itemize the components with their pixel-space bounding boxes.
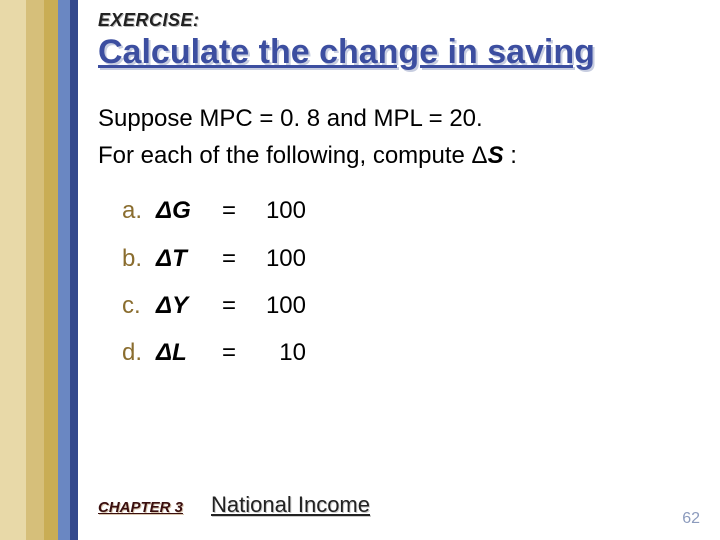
var-letter: G xyxy=(172,197,191,224)
var-letter: L xyxy=(172,339,187,366)
footer: CHAPTER 3 National Income xyxy=(98,492,700,518)
exercise-label: EXERCISE: xyxy=(98,10,700,31)
slide-title: Calculate the change in saving xyxy=(98,33,700,72)
item-eq: = xyxy=(222,334,246,371)
item-letter: d. xyxy=(122,334,156,371)
page-number: 62 xyxy=(682,510,700,528)
stripe-5 xyxy=(70,0,78,540)
items-list: a. ΔG = 100 b. ΔT = 100 c. ΔY = 100 d. Δ… xyxy=(122,192,690,371)
item-letter: b. xyxy=(122,240,156,277)
compute-suffix: : xyxy=(504,142,517,169)
item-value: 10 xyxy=(246,334,306,371)
delta-icon: Δ xyxy=(156,339,172,366)
item-var: ΔT xyxy=(156,240,222,277)
delta-symbol: Δ xyxy=(472,142,488,169)
var-s: S xyxy=(488,142,504,169)
item-row: b. ΔT = 100 xyxy=(122,240,690,277)
item-value: 100 xyxy=(246,192,306,229)
suppose-line: Suppose MPC = 0. 8 and MPL = 20. xyxy=(98,100,690,137)
item-row: a. ΔG = 100 xyxy=(122,192,690,229)
item-value: 100 xyxy=(246,240,306,277)
item-row: c. ΔY = 100 xyxy=(122,287,690,324)
delta-icon: Δ xyxy=(156,292,172,319)
chapter-label: CHAPTER 3 xyxy=(98,499,183,516)
stripe-3 xyxy=(44,0,58,540)
item-var: ΔL xyxy=(156,334,222,371)
stripe-2 xyxy=(26,0,44,540)
delta-icon: Δ xyxy=(156,245,172,272)
body-text: Suppose MPC = 0. 8 and MPL = 20. For eac… xyxy=(98,100,690,381)
stripe-4 xyxy=(58,0,70,540)
compute-prefix: For each of the following, compute xyxy=(98,142,472,169)
item-row: d. ΔL = 10 xyxy=(122,334,690,371)
item-eq: = xyxy=(222,287,246,324)
item-eq: = xyxy=(222,240,246,277)
item-value: 100 xyxy=(246,287,306,324)
stripe-1 xyxy=(0,0,26,540)
delta-icon: Δ xyxy=(156,197,172,224)
item-letter: a. xyxy=(122,192,156,229)
footer-title: National Income xyxy=(211,492,370,518)
item-var: ΔY xyxy=(156,287,222,324)
header: EXERCISE: Calculate the change in saving xyxy=(98,10,700,72)
item-letter: c. xyxy=(122,287,156,324)
item-var: ΔG xyxy=(156,192,222,229)
item-eq: = xyxy=(222,192,246,229)
sidebar-stripes xyxy=(0,0,78,540)
compute-line: For each of the following, compute ΔS : xyxy=(98,137,690,174)
var-letter: T xyxy=(172,245,187,272)
var-letter: Y xyxy=(172,292,188,319)
